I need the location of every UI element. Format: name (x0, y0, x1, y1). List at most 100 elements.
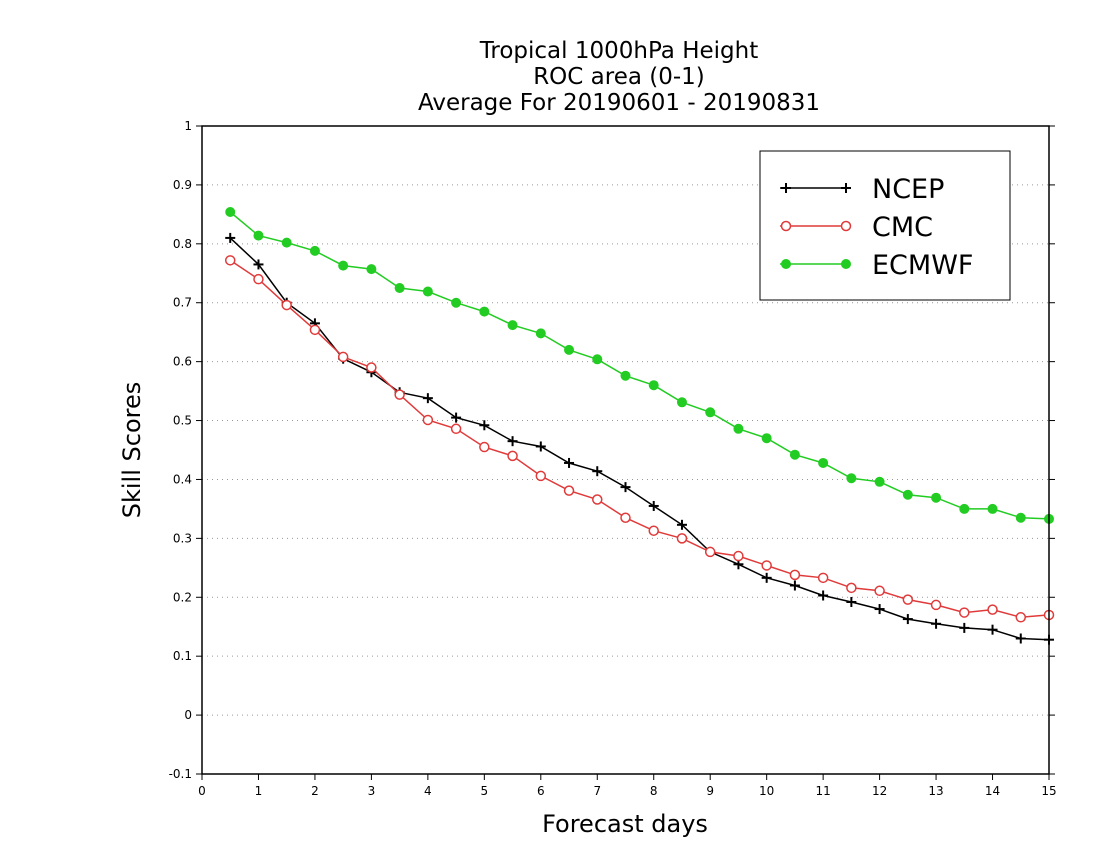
title-line-2: ROC area (0-1) (533, 64, 705, 90)
y-tick-label: 0.6 (173, 355, 192, 369)
legend-items: NCEP CMC ECMWF (780, 174, 973, 281)
y-tick-label: 0.5 (173, 414, 192, 428)
x-tick-label: 5 (481, 784, 489, 798)
data-point-ncep (987, 624, 998, 635)
data-point-cmc (902, 594, 914, 605)
y-axis-label: Skill Scores (118, 382, 146, 519)
title-line-1: Tropical 1000hPa Height (479, 38, 759, 64)
data-point-ecmwf (705, 407, 716, 418)
chart-title: Tropical 1000hPa Height ROC area (0-1) A… (418, 38, 820, 116)
data-point-ecmwf (846, 473, 857, 484)
legend-marker-cmc (840, 220, 852, 232)
data-point-ecmwf (479, 306, 490, 317)
legend-item-ecmwf: ECMWF (780, 250, 973, 281)
data-point-ncep (1015, 633, 1026, 644)
legend-item-ncep: NCEP (780, 174, 944, 205)
data-point-ncep (592, 466, 603, 477)
plot-frame (201, 125, 1050, 775)
x-tick-label: 14 (985, 784, 1000, 798)
data-point-ecmwf (931, 492, 942, 503)
data-point-ecmwf (225, 207, 236, 218)
data-point-ecmwf (309, 245, 320, 256)
data-point-cmc (422, 414, 434, 426)
data-point-cmc (930, 599, 942, 611)
x-tick-label: 6 (537, 784, 545, 798)
y-tick-label: 0.1 (173, 649, 192, 663)
series-ecmwf (225, 207, 1054, 524)
data-point-ncep (479, 420, 490, 431)
data-point-ecmwf (366, 264, 377, 275)
legend-marker-ecmwf (841, 259, 851, 269)
data-point-cmc (846, 582, 857, 594)
data-point-ncep (620, 482, 631, 493)
x-tick-label: 3 (368, 784, 376, 798)
x-axis-label: Forecast days (542, 810, 708, 838)
data-point-ncep (564, 457, 575, 468)
data-point-cmc (761, 560, 772, 571)
x-tick-label: 1 (255, 784, 263, 798)
data-point-ncep (507, 436, 518, 447)
x-tick-label: 13 (928, 784, 943, 798)
data-point-ecmwf (535, 328, 546, 339)
data-point-cmc (479, 441, 490, 453)
data-point-ncep (846, 596, 857, 607)
data-point-ecmwf (959, 503, 970, 514)
data-point-ecmwf (422, 286, 433, 297)
data-point-ecmwf (451, 297, 462, 308)
data-point-cmc (394, 389, 405, 400)
data-point-ecmwf (253, 230, 264, 241)
data-point-cmc (959, 607, 970, 618)
x-tick-label: 0 (198, 784, 206, 798)
legend-marker-ncep (841, 183, 851, 193)
y-tick-label: 0.9 (173, 178, 192, 192)
data-point-ecmwf (281, 237, 292, 248)
y-tick-label: 0.7 (173, 296, 192, 310)
data-point-cmc (592, 494, 603, 505)
data-point-ncep (225, 232, 236, 243)
data-point-ncep (931, 618, 942, 629)
series-cmc (224, 255, 1055, 623)
legend-marker-cmc (780, 220, 792, 232)
data-point-ecmwf (902, 489, 913, 500)
legend-label-ecmwf: ECMWF (872, 250, 973, 281)
y-tick-label: 0.8 (173, 237, 192, 251)
y-tick-label: 0.3 (173, 531, 192, 545)
data-point-ecmwf (761, 433, 772, 444)
data-point-cmc (648, 525, 659, 536)
data-point-ecmwf (338, 260, 349, 271)
data-point-cmc (1015, 612, 1027, 623)
legend-label-cmc: CMC (872, 212, 933, 243)
data-point-ecmwf (733, 423, 744, 434)
y-tick-label: 0 (184, 708, 192, 722)
data-point-ecmwf (818, 457, 829, 468)
data-point-cmc (676, 533, 688, 544)
data-point-ecmwf (789, 449, 800, 460)
data-point-ncep (535, 441, 546, 452)
data-point-cmc (224, 255, 236, 266)
data-point-ncep (253, 259, 264, 270)
data-point-cmc (535, 470, 547, 482)
x-tick-label: 12 (872, 784, 887, 798)
data-point-ecmwf (648, 380, 659, 391)
data-point-ncep (648, 500, 659, 511)
series-line-cmc (229, 259, 1050, 619)
x-tick-label: 10 (759, 784, 774, 798)
data-point-ecmwf (592, 354, 603, 365)
data-point-cmc (733, 550, 744, 562)
x-tick-label: 2 (311, 784, 319, 798)
data-point-ncep (676, 519, 687, 530)
x-tick-label: 7 (593, 784, 601, 798)
data-point-cmc (704, 546, 716, 558)
data-point-cmc (450, 423, 462, 435)
data-point-ecmwf (507, 320, 518, 331)
data-point-ecmwf (564, 344, 575, 355)
series-lines (224, 207, 1055, 645)
data-point-cmc (337, 351, 349, 363)
data-point-cmc (874, 585, 885, 597)
data-point-ncep (761, 572, 772, 583)
legend-item-cmc: CMC (780, 212, 933, 243)
x-tick-label: 8 (650, 784, 658, 798)
y-tick-label: 0.2 (173, 590, 192, 604)
